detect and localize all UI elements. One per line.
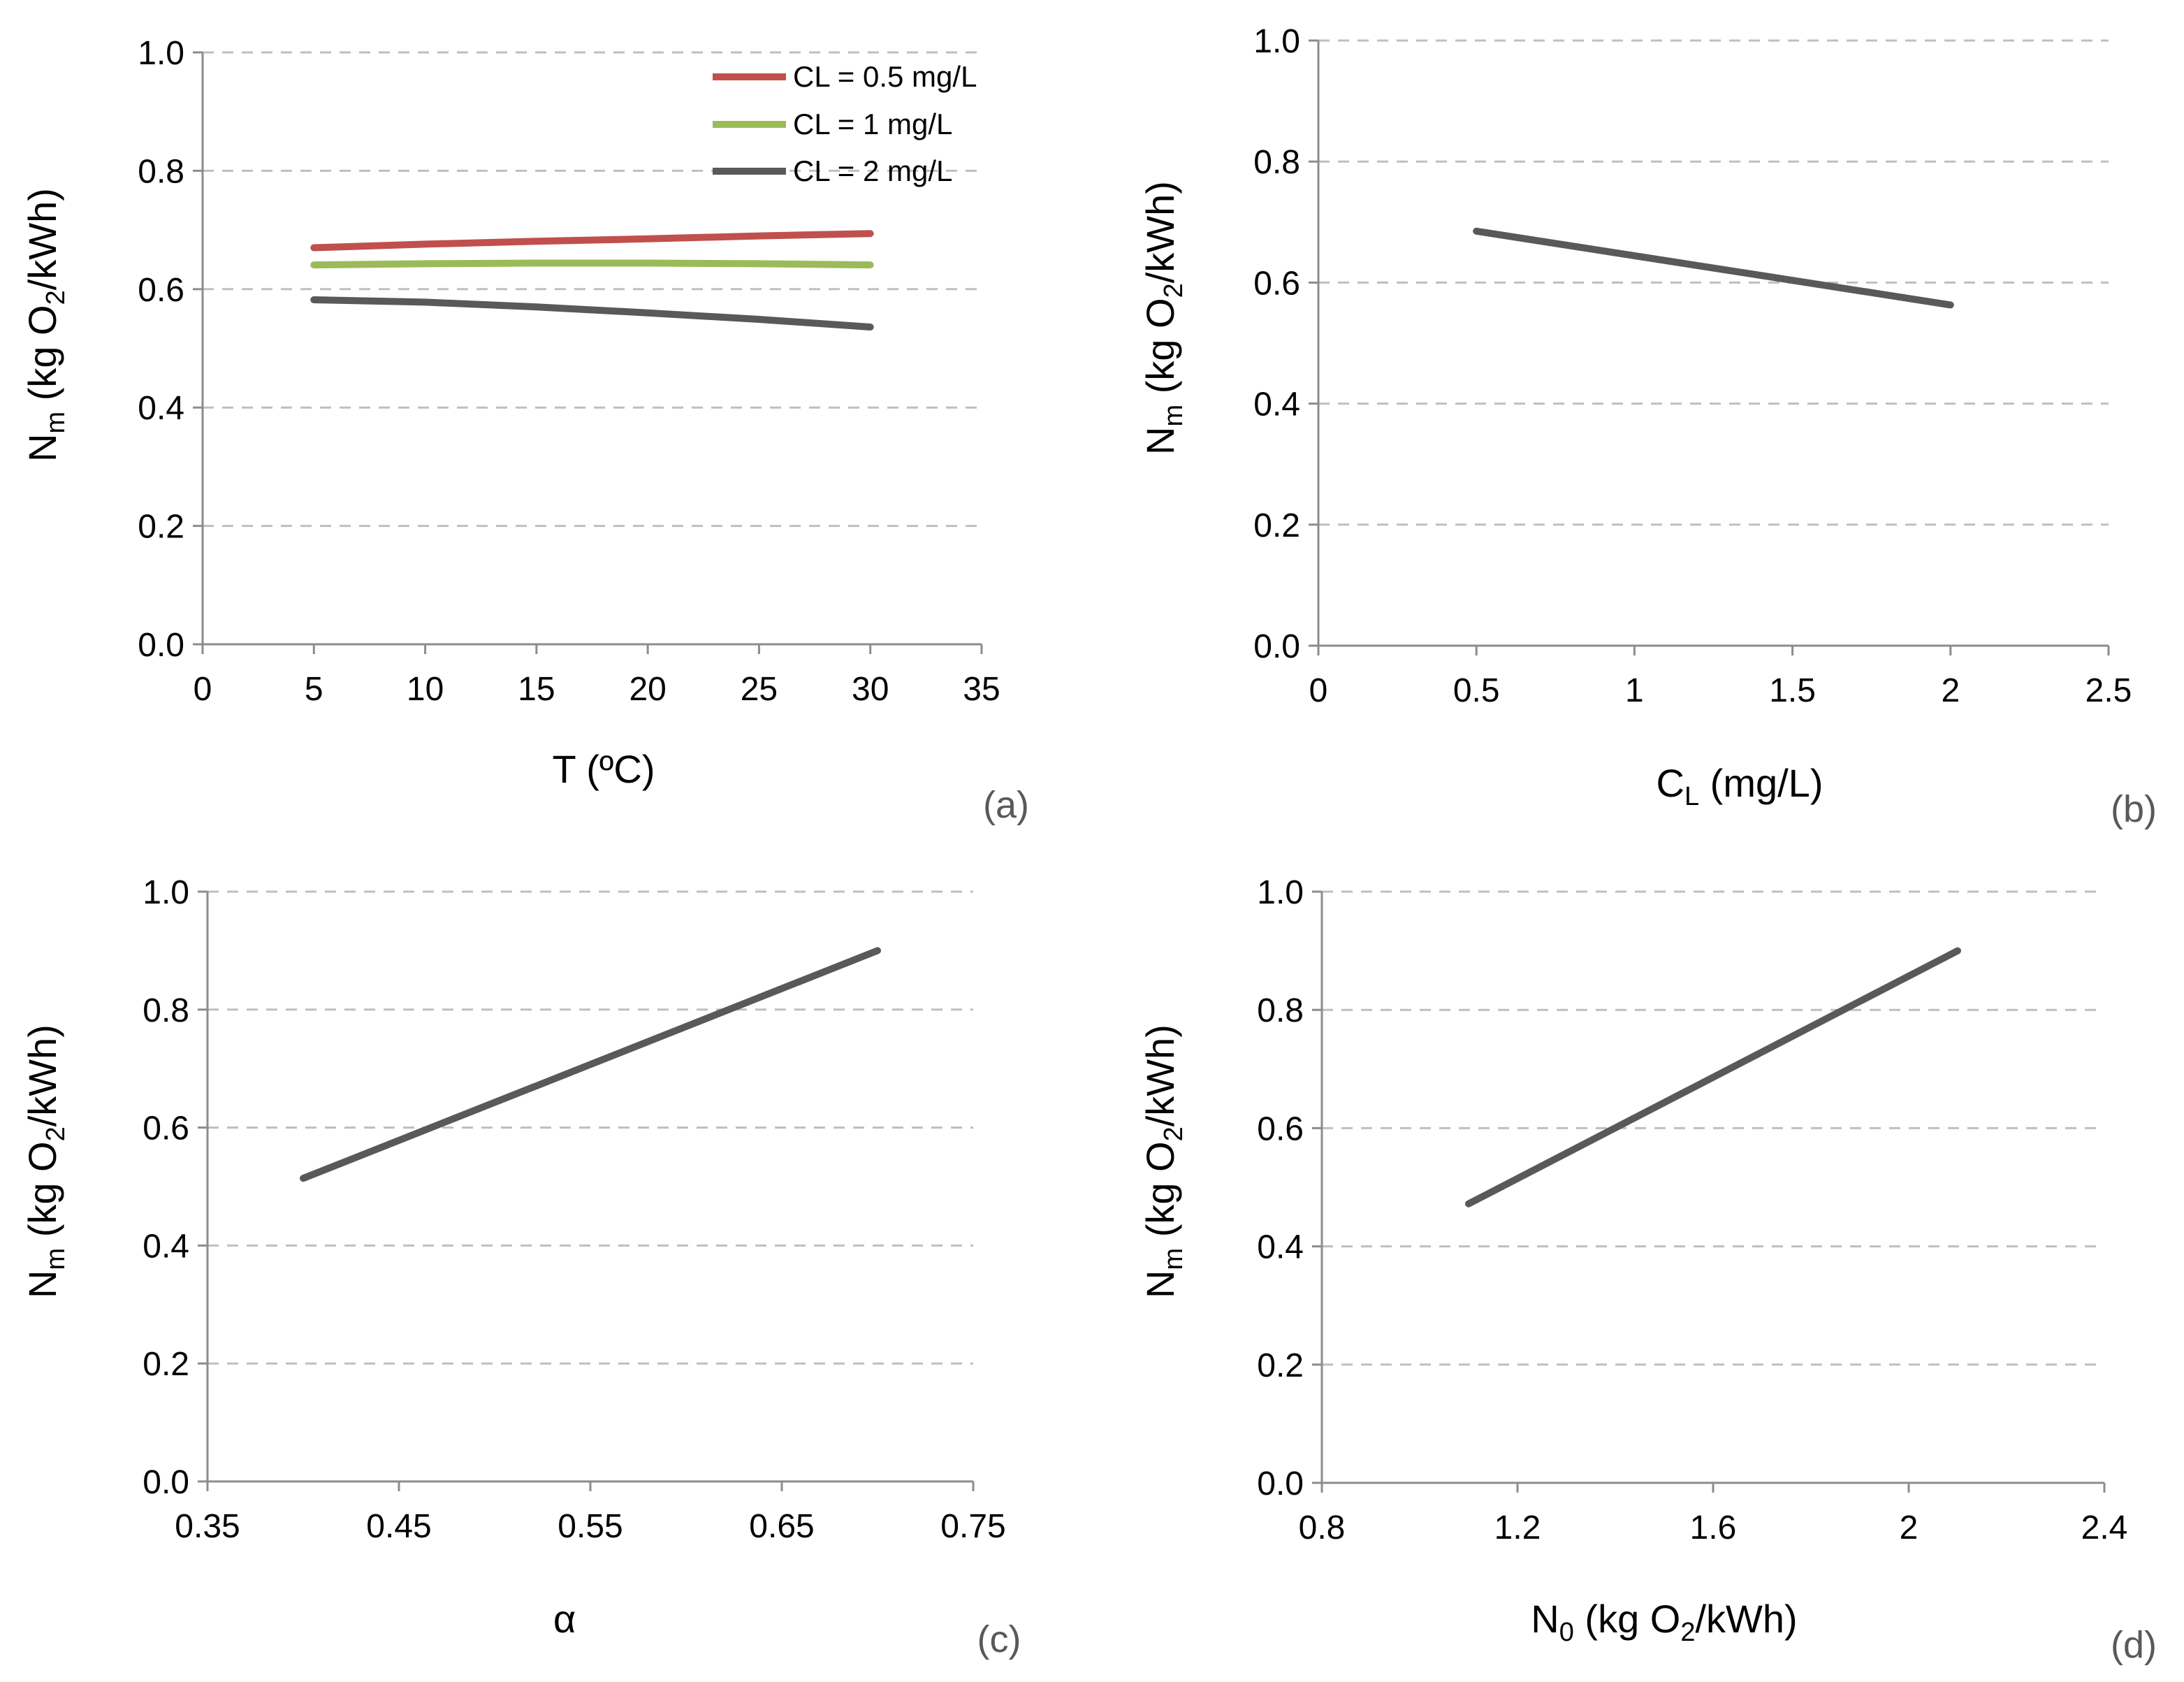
series-line-1 xyxy=(310,259,874,269)
axes xyxy=(1312,890,2106,1493)
y-axis-label: Nm (kg O2/kWh) xyxy=(1138,1024,1188,1298)
y-tick-label: 0.8 xyxy=(138,153,184,190)
y-tick-label: 1.0 xyxy=(138,35,184,72)
y-tick-label: 0.4 xyxy=(138,390,184,427)
panel-label-d: (d) xyxy=(2111,1624,2157,1666)
gridlines xyxy=(1318,39,2109,526)
x-tick-labels: 0 0.5 1 1.5 2 2.5 xyxy=(1309,672,2132,709)
y-tick-labels: 0.0 0.2 0.4 0.6 0.8 1.0 xyxy=(1253,23,1300,665)
x-tick-label: 10 xyxy=(407,671,444,708)
x-axis-label: α xyxy=(553,1597,576,1641)
y-tick-label: 0.6 xyxy=(1257,1110,1304,1147)
x-tick-label: 0.55 xyxy=(558,1508,623,1545)
x-tick-label: 1 xyxy=(1625,672,1644,709)
x-tick-label: 1.5 xyxy=(1769,672,1816,709)
y-tick-label: 0.6 xyxy=(138,272,184,309)
y-tick-label: 0.0 xyxy=(138,627,184,664)
chart-panel-c: 0.35 0.45 0.55 0.65 0.75 0.00.20.40.60.81.0 … xyxy=(20,874,1021,1660)
chart-panel-d: 0.8 1.2 1.6 2 2.4 0.0 0.2 0.4 0.6 0.8 1.0 N0 (kg … xyxy=(1138,874,2157,1666)
chart-panel-a: 0 5 10 15 20 25 30 35 0.0 0.2 0.4 0.6 0.8 1.0 T (ºC)… xyxy=(20,35,1029,826)
y-tick-label: 0.8 xyxy=(1257,992,1304,1029)
y-tick-labels: 0.0 0.2 0.4 0.6 0.8 1.0 xyxy=(138,35,184,664)
x-tick-labels: 0 5 10 15 20 25 30 35 xyxy=(194,671,1000,708)
y-axis-label: Nm (kg O2/kWh) xyxy=(1138,181,1188,455)
y-tick-label: 0.6 xyxy=(1253,265,1300,302)
y-tick-label: 1.0 xyxy=(1253,23,1300,60)
x-tick-label: 2.4 xyxy=(2081,1509,2128,1546)
legend-label-0: CL = 0.5 mg/L xyxy=(793,60,977,93)
y-tick-label: 0.8 xyxy=(1253,144,1300,181)
y-tick-labels: 0.0 0.2 0.4 0.6 0.8 1.0 xyxy=(143,874,189,1501)
series-group xyxy=(310,230,874,331)
y-tick-label: 0.4 xyxy=(1257,1229,1304,1266)
y-axis-label: Nm (kg O2/kWh) xyxy=(20,188,71,462)
x-axis-label: T (ºC) xyxy=(553,747,655,791)
x-tick-label: 30 xyxy=(852,671,889,708)
panel-label-b: (b) xyxy=(2111,788,2157,830)
y-tick-label: 1.0 xyxy=(1257,874,1304,911)
series-group xyxy=(1465,947,1961,1208)
x-tick-label: 0 xyxy=(194,671,212,708)
x-tick-label: 0.5 xyxy=(1453,672,1500,709)
series-group xyxy=(300,947,881,1182)
x-tick-label: 2 xyxy=(1900,1509,1919,1546)
y-tick-label: 0.6 xyxy=(143,1110,189,1147)
series-line-0 xyxy=(1465,947,1961,1208)
y-tick-label: 0.8 xyxy=(143,992,189,1029)
x-axis-label: N0 (kg O2/kWh) xyxy=(1531,1597,1797,1647)
series-line-0 xyxy=(310,230,874,252)
x-tick-label: 1.2 xyxy=(1494,1509,1541,1546)
gridlines xyxy=(1322,890,2104,1366)
y-tick-label: 0.4 xyxy=(1253,386,1300,423)
x-tick-label: 2.5 xyxy=(2085,672,2132,709)
y-tick-label: 1.0 xyxy=(143,874,189,911)
x-tick-label: 0 xyxy=(1309,672,1328,709)
y-tick-labels: 0.0 0.2 0.4 0.6 0.8 1.0 xyxy=(1257,874,1304,1502)
x-tick-label: 0.65 xyxy=(749,1508,814,1545)
axes xyxy=(1309,39,2110,655)
x-tick-label: 0.75 xyxy=(940,1508,1005,1545)
panel-label-a: (a) xyxy=(983,784,1029,826)
x-tick-label: 25 xyxy=(741,671,778,708)
series-line-0 xyxy=(300,947,881,1182)
x-tick-labels: 0.8 1.2 1.6 2 2.4 xyxy=(1299,1509,2128,1546)
axes xyxy=(198,890,975,1491)
x-tick-label: 2 xyxy=(1941,672,1960,709)
gridlines xyxy=(203,51,982,528)
y-tick-label: 0.2 xyxy=(1253,507,1300,544)
y-axis-label: Nm (kg O2/kWh) xyxy=(20,1024,71,1298)
x-tick-labels: 0.35 0.45 0.55 0.65 0.75 xyxy=(175,1508,1005,1545)
panel-label-c: (c) xyxy=(977,1618,1021,1660)
axes xyxy=(193,51,983,654)
x-tick-label: 20 xyxy=(629,671,666,708)
y-tick-label: 0.2 xyxy=(138,509,184,546)
legend-label-2: CL = 2 mg/L xyxy=(793,154,952,187)
y-tick-label: 0.4 xyxy=(143,1228,189,1265)
gridlines xyxy=(208,890,973,1365)
series-group xyxy=(1473,227,1954,309)
y-tick-label: 0.0 xyxy=(1253,628,1300,665)
x-tick-label: 0.45 xyxy=(366,1508,431,1545)
y-tick-label: 0.0 xyxy=(1257,1465,1304,1502)
x-tick-label: 0.8 xyxy=(1299,1509,1346,1546)
legend: CL = 0.5 mg/L CL = 1 mg/L CL = 2 mg/L xyxy=(713,60,977,187)
x-tick-label: 0.35 xyxy=(175,1508,240,1545)
chart-panel-b: 0 0.5 1 1.5 2 2.5 0.0 0.2 0.4 0.6 0.8 1.0 CL (mg/L… xyxy=(1138,23,2157,830)
x-axis-label: CL (mg/L) xyxy=(1657,761,1823,811)
y-tick-label: 0.2 xyxy=(1257,1347,1304,1384)
x-tick-label: 1.6 xyxy=(1690,1509,1737,1546)
x-tick-label: 15 xyxy=(518,671,555,708)
series-line-2 xyxy=(310,296,874,331)
y-tick-label: 0.0 xyxy=(143,1464,189,1501)
series-line-0 xyxy=(1473,227,1954,309)
legend-label-1: CL = 1 mg/L xyxy=(793,108,952,140)
x-tick-label: 35 xyxy=(963,671,1000,708)
y-tick-label: 0.2 xyxy=(143,1346,189,1383)
x-tick-label: 5 xyxy=(305,671,323,708)
